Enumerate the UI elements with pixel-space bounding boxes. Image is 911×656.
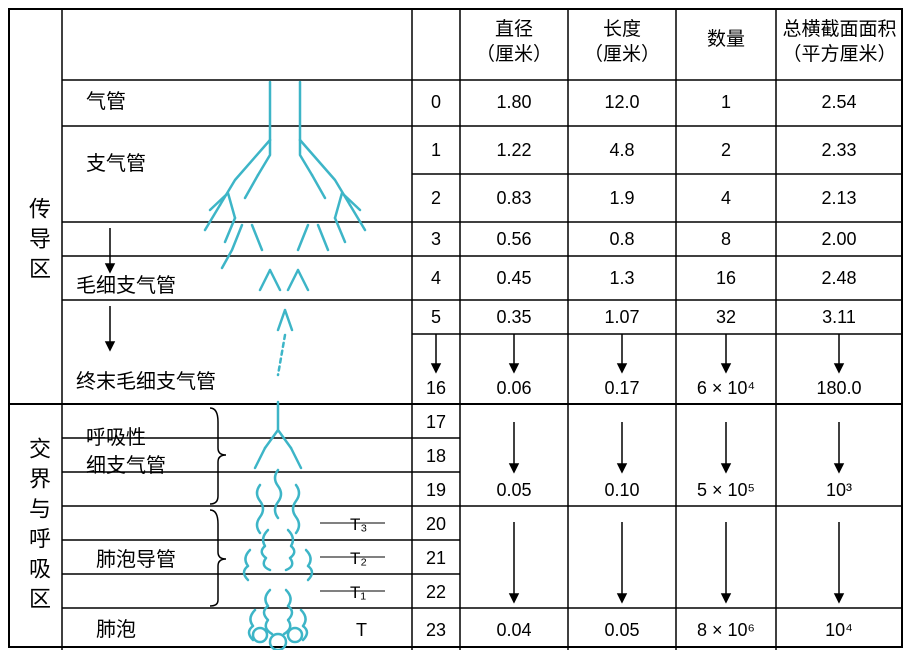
a3: 2.00 — [821, 229, 856, 249]
a16: 180.0 — [816, 378, 861, 398]
d19: 0.05 — [496, 480, 531, 500]
zone-respiratory: 交界与呼吸区 — [18, 404, 58, 650]
l2: 1.9 — [609, 188, 634, 208]
label-terminal: 终末毛细支气管 — [76, 370, 216, 393]
gen-5: 5 — [431, 307, 441, 327]
gen-2: 2 — [431, 188, 441, 208]
gen-3: 3 — [431, 229, 441, 249]
l23: 0.05 — [604, 620, 639, 640]
n19: 5 × 10⁵ — [697, 480, 755, 500]
l0: 12.0 — [604, 92, 639, 112]
d16: 0.06 — [496, 378, 531, 398]
label-bronchi: 支气管 — [86, 152, 146, 175]
gen-1: 1 — [431, 140, 441, 160]
gen-18: 18 — [426, 446, 446, 466]
label-trachea: 气管 — [86, 90, 126, 113]
airway-diagram-container: 直径（厘米） 长度（厘米） 数量 总横截面面积（平方厘米） 气管 支气管 毛细支… — [8, 8, 903, 648]
n23: 8 × 10⁶ — [697, 620, 755, 640]
l1: 4.8 — [609, 140, 634, 160]
d5: 0.35 — [496, 307, 531, 327]
diagram-svg: 直径（厘米） 长度（厘米） 数量 总横截面面积（平方厘米） 气管 支气管 毛细支… — [10, 10, 905, 650]
gen-23: 23 — [426, 620, 446, 640]
header-diameter: 直径（厘米） — [460, 18, 568, 67]
gen-21: 21 — [426, 548, 446, 568]
gen-0: 0 — [431, 92, 441, 112]
gen-16: 16 — [426, 378, 446, 398]
a2: 2.13 — [821, 188, 856, 208]
n2: 4 — [721, 188, 731, 208]
header-length: 长度（厘米） — [568, 18, 676, 67]
a5: 3.11 — [822, 307, 856, 327]
label-t2: T₂ — [350, 549, 367, 568]
n4: 16 — [716, 268, 736, 288]
l16: 0.17 — [604, 378, 639, 398]
n0: 1 — [721, 92, 731, 112]
gen-22: 22 — [426, 582, 446, 602]
l5: 1.07 — [604, 307, 639, 327]
arrows-5-16 — [432, 334, 843, 372]
a23: 10⁴ — [825, 620, 853, 640]
label-bronchioles: 毛细支气管 — [76, 274, 176, 297]
label-resp-bronchioles: 呼吸性细支气管 — [86, 424, 206, 480]
l19: 0.10 — [604, 480, 639, 500]
n5: 32 — [716, 307, 736, 327]
l4: 1.3 — [609, 268, 634, 288]
n16: 6 × 10⁴ — [697, 378, 755, 398]
d0: 1.80 — [496, 92, 531, 112]
d2: 0.83 — [496, 188, 531, 208]
gen-17: 17 — [426, 412, 446, 432]
n1: 2 — [721, 140, 731, 160]
label-t: T — [356, 620, 367, 640]
label-t1: T₁ — [350, 583, 366, 602]
gen-20: 20 — [426, 514, 446, 534]
gen-4: 4 — [431, 268, 441, 288]
zone-conducting: 传导区 — [18, 80, 58, 404]
d4: 0.45 — [496, 268, 531, 288]
d23: 0.04 — [496, 620, 531, 640]
label-alveoli: 肺泡 — [96, 618, 136, 641]
a4: 2.48 — [821, 268, 856, 288]
l3: 0.8 — [609, 229, 634, 249]
gen-19: 19 — [426, 480, 446, 500]
airway-tree-illustration — [205, 82, 365, 650]
header-number: 数量 — [676, 28, 776, 53]
a19: 10³ — [826, 480, 852, 500]
header-area: 总横截面面积（平方厘米） — [776, 18, 903, 67]
a0: 2.54 — [821, 92, 856, 112]
label-t3: T₃ — [350, 515, 367, 534]
a1: 2.33 — [821, 140, 856, 160]
n3: 8 — [721, 229, 731, 249]
d1: 1.22 — [496, 140, 531, 160]
d3: 0.56 — [496, 229, 531, 249]
label-alveolar-ducts: 肺泡导管 — [96, 548, 176, 571]
